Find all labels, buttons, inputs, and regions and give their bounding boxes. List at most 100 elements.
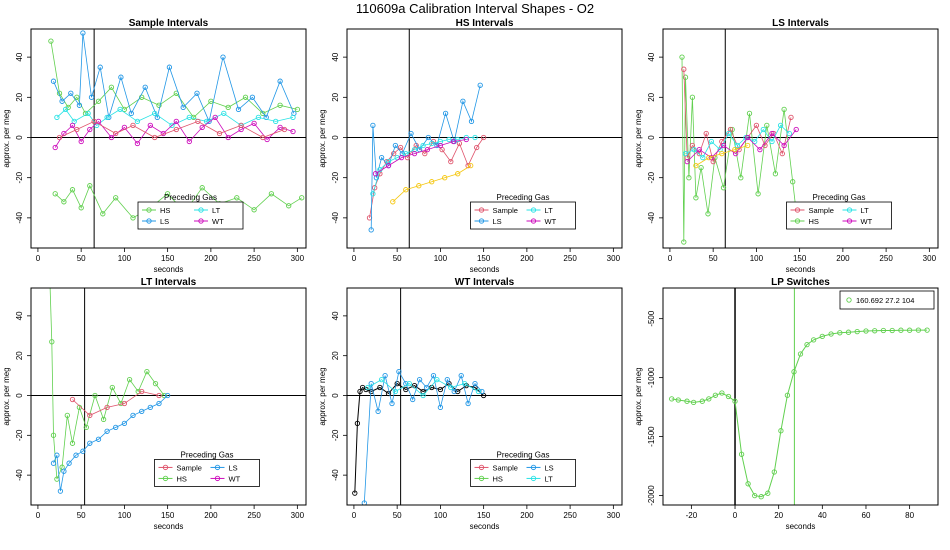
x-axis-label: seconds xyxy=(154,522,184,531)
data-point xyxy=(54,114,60,121)
data-point xyxy=(104,428,110,434)
y-tick-label: 20 xyxy=(647,92,656,101)
series-line xyxy=(53,395,168,492)
data-point xyxy=(50,432,57,438)
data-point xyxy=(97,64,103,70)
data-point xyxy=(134,118,141,125)
plot-frame xyxy=(346,28,623,249)
data-point xyxy=(791,369,797,375)
y-tick-label: -1500 xyxy=(647,426,656,447)
data-point xyxy=(468,118,475,125)
data-point xyxy=(64,412,70,419)
data-point xyxy=(299,195,305,201)
data-point xyxy=(382,372,388,379)
x-tick-label: 0 xyxy=(352,254,357,263)
data-point xyxy=(451,388,457,395)
data-point xyxy=(679,54,685,60)
legend-entry-label: LS xyxy=(229,463,238,472)
data-point xyxy=(152,110,158,117)
panel-6: LP Switches -20 0 20 40 60 80 -2000 -1500 -1000 -5… xyxy=(634,277,939,531)
series-line xyxy=(392,165,471,203)
data-point xyxy=(474,144,480,151)
legend-title: Preceding Gas xyxy=(164,193,217,202)
legend-entry-label: HS xyxy=(809,217,819,226)
data-point xyxy=(234,195,240,201)
data-point xyxy=(281,126,288,133)
panel-data-area xyxy=(31,288,306,505)
data-point xyxy=(277,78,283,84)
data-point xyxy=(420,142,426,149)
data-point xyxy=(264,136,270,143)
data-point xyxy=(760,126,766,133)
data-point xyxy=(403,150,409,157)
data-point xyxy=(410,396,416,403)
series-line xyxy=(50,41,298,119)
x-tick-label: 250 xyxy=(563,511,577,520)
data-point xyxy=(52,191,58,197)
x-tick-label: 150 xyxy=(161,254,175,263)
y-tick-label: -40 xyxy=(15,469,24,481)
data-point xyxy=(682,74,689,80)
x-tick-label: 60 xyxy=(862,511,871,520)
series-wt xyxy=(52,114,296,151)
data-point xyxy=(139,408,145,415)
data-point xyxy=(472,380,478,387)
plot-frame xyxy=(662,28,939,249)
data-point xyxy=(147,404,153,411)
data-point xyxy=(156,392,162,399)
data-point xyxy=(273,118,279,125)
series-line xyxy=(369,137,484,218)
data-point xyxy=(389,400,395,407)
data-point xyxy=(225,104,231,111)
legend-entry-label: Sample xyxy=(809,206,834,215)
data-point xyxy=(385,390,392,397)
data-point xyxy=(699,398,705,404)
x-tick-label: 100 xyxy=(434,254,448,263)
legend-box xyxy=(839,290,935,310)
data-point xyxy=(408,130,414,137)
data-point xyxy=(403,187,409,193)
data-point xyxy=(365,384,371,391)
y-tick-label: -20 xyxy=(331,171,340,183)
panel-data-area xyxy=(31,29,306,248)
data-point xyxy=(416,376,423,383)
data-point xyxy=(906,327,913,333)
data-point xyxy=(216,130,223,137)
data-point xyxy=(74,126,80,133)
data-point xyxy=(690,399,697,406)
data-point xyxy=(392,142,399,149)
data-point xyxy=(69,440,76,446)
data-point xyxy=(134,140,141,147)
data-point xyxy=(797,351,804,357)
legend-title: Preceding Gas xyxy=(497,450,550,459)
data-point xyxy=(49,339,55,345)
y-tick-label: -20 xyxy=(647,171,656,183)
data-point xyxy=(693,195,699,201)
data-point xyxy=(477,82,483,88)
series-lt xyxy=(365,376,482,399)
legend-title: Preceding Gas xyxy=(813,193,866,202)
data-point xyxy=(772,171,779,177)
data-point xyxy=(681,66,687,72)
data-point xyxy=(62,106,69,113)
legend-entry-label: HS xyxy=(177,474,187,483)
data-point xyxy=(708,138,715,145)
data-point xyxy=(54,452,60,458)
data-point xyxy=(392,388,399,395)
data-point xyxy=(249,94,256,100)
panel-title: LT Intervals xyxy=(141,277,197,288)
data-point xyxy=(781,142,787,149)
x-axis-label: seconds xyxy=(786,522,816,531)
data-point xyxy=(745,134,751,141)
data-point xyxy=(778,428,784,434)
data-point xyxy=(446,136,452,143)
data-point xyxy=(92,392,98,399)
x-tick-label: 200 xyxy=(520,511,534,520)
data-point xyxy=(121,400,128,407)
x-tick-label: 0 xyxy=(352,511,357,520)
legend-marker xyxy=(146,218,152,224)
y-tick-label: 40 xyxy=(647,52,656,61)
data-point xyxy=(108,84,115,90)
y-tick-label: -20 xyxy=(15,429,24,441)
panel-data-area xyxy=(663,29,938,248)
